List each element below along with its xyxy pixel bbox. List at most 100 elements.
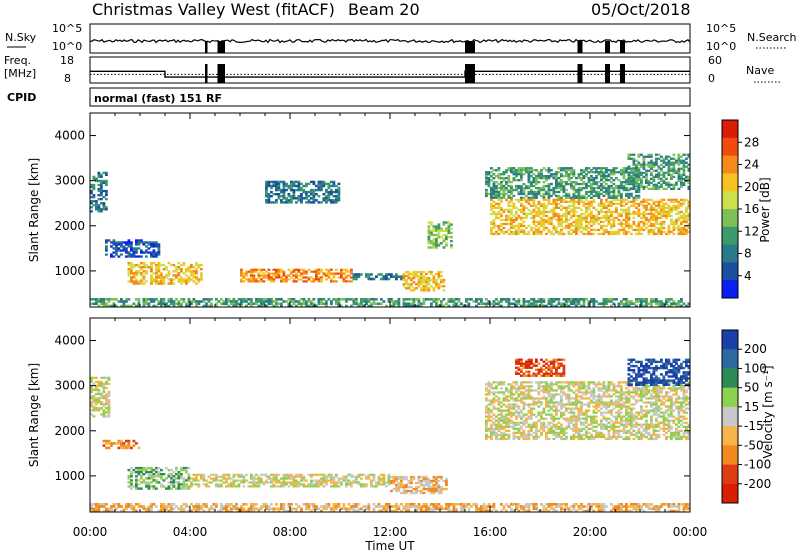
heatmap-cell [587, 232, 591, 236]
heatmap-cell [507, 184, 511, 188]
heatmap-cell [282, 278, 286, 281]
heatmap-cell [677, 153, 681, 156]
heatmap-cell [652, 298, 656, 301]
heatmap-cell [180, 280, 183, 283]
heatmap-cell [105, 399, 108, 402]
heatmap-cell [92, 187, 96, 191]
heatmap-cell [660, 155, 663, 158]
heatmap-cell [277, 298, 281, 301]
heatmap-cell [485, 383, 488, 386]
heatmap-cell [632, 179, 636, 182]
heatmap-cell [260, 300, 263, 303]
heatmap-cell [572, 302, 576, 306]
heatmap-cell [160, 263, 163, 267]
heatmap-cell [572, 228, 576, 232]
heatmap-cell [312, 483, 316, 486]
heatmap-cell [292, 485, 296, 488]
heatmap-cell [640, 216, 643, 220]
heatmap-cell [112, 442, 116, 445]
heatmap-cell [585, 431, 588, 434]
heatmap-cell [90, 403, 93, 406]
heatmap-cell [147, 466, 151, 470]
heatmap-cell [127, 270, 131, 273]
heatmap-cell [100, 181, 103, 185]
heatmap-cell [410, 475, 413, 479]
heatmap-cell [592, 182, 596, 186]
heatmap-cell [142, 278, 146, 281]
heatmap-cell [140, 466, 143, 470]
heatmap-cell [355, 481, 358, 484]
heatmap-cell [137, 241, 141, 244]
heatmap-cell [167, 481, 171, 484]
heatmap-cell [582, 169, 586, 172]
heatmap-cell [427, 225, 431, 228]
heatmap-cell [530, 385, 533, 388]
heatmap-cell [632, 177, 636, 180]
heatmap-cell [585, 208, 588, 211]
heatmap-cell [567, 387, 571, 390]
heatmap-cell [520, 192, 523, 196]
heatmap-cell [272, 477, 276, 480]
freq-left-top: 18 [60, 54, 74, 67]
heatmap-cell [532, 179, 536, 182]
heatmap-cell [397, 489, 401, 493]
heatmap-cell [527, 389, 531, 392]
heatmap-cell [360, 477, 363, 480]
heatmap-cell [532, 407, 536, 410]
heatmap-cell [387, 473, 391, 476]
heatmap-cell [282, 481, 286, 484]
heatmap-cell [442, 237, 446, 241]
heatmap-cell [562, 181, 566, 184]
heatmap-cell [560, 387, 563, 390]
heatmap-cell [530, 210, 533, 214]
heatmap-cell [142, 468, 146, 472]
heatmap-cell [547, 186, 551, 190]
heatmap-cell [227, 483, 231, 486]
heatmap-cell [657, 232, 661, 236]
heatmap-cell [565, 425, 568, 428]
heatmap-cell [235, 473, 238, 476]
heatmap-cell [142, 473, 146, 476]
heatmap-cell [310, 481, 313, 484]
heatmap-cell [517, 216, 521, 220]
heatmap-cell [447, 227, 451, 230]
heatmap-cell [355, 479, 358, 482]
freq-series [90, 64, 690, 83]
heatmap-cell [637, 190, 641, 194]
heatmap-cell [327, 197, 331, 200]
heatmap-cell [565, 407, 568, 410]
heatmap-cell [405, 485, 408, 489]
heatmap-cell [502, 383, 506, 386]
heatmap-cell [260, 304, 263, 308]
heatmap-cell [157, 247, 161, 250]
heatmap-cell [340, 483, 343, 486]
y-tick-label: 3000 [54, 174, 85, 188]
heatmap-cell [435, 279, 438, 282]
heatmap-cell [545, 435, 548, 439]
heatmap-cell [577, 224, 581, 228]
heatmap-cell [120, 245, 123, 248]
heatmap-cell [640, 179, 643, 182]
heatmap-cell [580, 173, 583, 176]
heatmap-cell [387, 298, 391, 301]
heatmap-cell [567, 224, 571, 228]
heatmap-cell [497, 417, 501, 420]
heatmap-cell [542, 177, 546, 180]
heatmap-cell [557, 218, 561, 222]
heatmap-cell [605, 230, 608, 234]
heatmap-cell [255, 278, 258, 281]
heatmap-cell [562, 411, 566, 414]
heatmap-cell [477, 302, 481, 306]
heatmap-cell [507, 210, 511, 214]
heatmap-cell [337, 195, 341, 198]
heatmap-cell [562, 188, 566, 192]
heatmap-cell [517, 208, 521, 211]
heatmap-cell [495, 381, 498, 384]
heatmap-cell [132, 247, 136, 250]
heatmap-cell [130, 261, 133, 265]
heatmap-cell [542, 167, 546, 170]
heatmap-cell [437, 270, 441, 274]
heatmap-cell [300, 272, 303, 275]
heatmap-cell [682, 173, 686, 176]
heatmap-cell [127, 251, 131, 254]
